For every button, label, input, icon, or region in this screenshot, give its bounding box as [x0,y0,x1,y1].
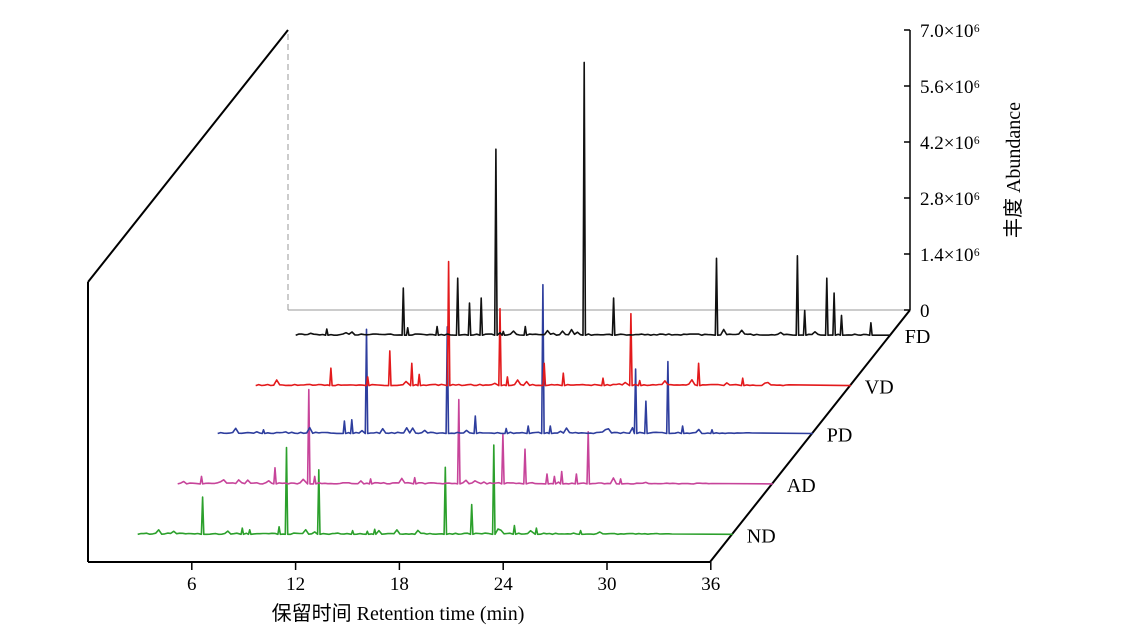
floor-right-depth-edge [709,309,911,563]
y-tick-label: 2.8×10⁶ [920,189,980,210]
y-tick-label: 7.0×10⁶ [920,21,980,42]
chromatogram-traces: ND AD PD VD FD [137,61,931,547]
x-tick-label: 18 [390,574,409,595]
y-tick-label: 1.4×10⁶ [920,245,980,266]
top-left-depth-edge [87,29,289,283]
time-axis-tick-labels: 6 12 18 24 30 36 [187,574,720,595]
trace-vd [255,260,851,387]
y-axis-title: 丰度 Abundance [1002,102,1025,238]
trace-label-pd: PD [827,424,853,446]
trace-fd [295,61,891,336]
x-tick-label: 30 [598,574,617,595]
time-axis-ticks [191,562,712,570]
abundance-axis-ticks [904,29,910,311]
trace-nd [137,444,733,536]
x-tick-label: 36 [701,574,720,595]
trace-ad [177,388,773,485]
y-tick-label: 5.6×10⁶ [920,77,980,98]
x-tick-label: 12 [286,574,305,595]
x-tick-label: 6 [187,574,197,595]
trace-label-nd: ND [747,525,776,547]
trace-label-ad: AD [787,475,816,497]
trace-label-vd: VD [865,377,894,399]
x-tick-label: 24 [494,574,514,595]
trace-label-fd: FD [905,326,931,348]
abundance-axis-tick-labels: 0 1.4×10⁶ 2.8×10⁶ 4.2×10⁶ 5.6×10⁶ 7.0×10⁶ [920,21,980,322]
y-tick-label: 0 [920,301,930,322]
y-tick-label: 4.2×10⁶ [920,133,980,154]
x-axis-title: 保留时间 Retention time (min) [272,602,525,625]
trace-pd [217,283,813,435]
